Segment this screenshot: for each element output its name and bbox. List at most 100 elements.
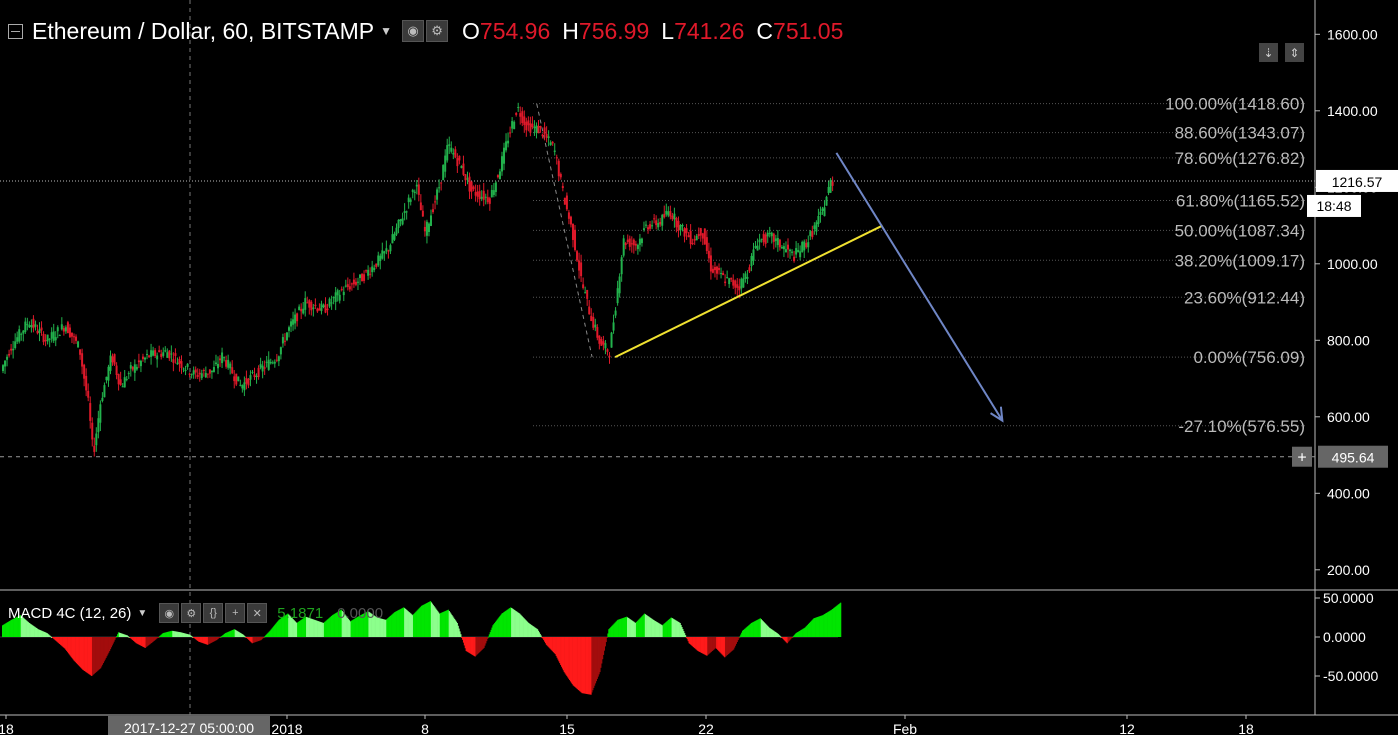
candle-body xyxy=(302,308,305,314)
candle-body xyxy=(275,359,278,361)
macd-histogram-bar xyxy=(717,637,719,650)
macd-histogram-bar xyxy=(270,629,272,637)
candle-body xyxy=(20,333,23,335)
candle-body xyxy=(809,231,812,237)
macd-histogram-bar xyxy=(660,624,663,637)
macd-histogram-bar xyxy=(125,634,127,637)
macd-histogram-bar xyxy=(389,615,392,637)
macd-histogram-bar xyxy=(537,630,540,637)
macd-histogram-bar xyxy=(171,630,173,637)
macd-histogram-bar xyxy=(625,617,627,637)
macd-histogram-bar xyxy=(5,623,7,637)
macd-histogram-bar xyxy=(245,637,247,638)
macd-histogram-bar xyxy=(728,637,730,654)
macd-dropdown-icon[interactable]: ▼ xyxy=(137,607,148,619)
price-tick-label: 800.00 xyxy=(1327,332,1370,348)
macd-histogram-bar xyxy=(123,634,125,637)
candle-body xyxy=(233,376,236,382)
macd-histogram-bar xyxy=(149,637,151,645)
macd-histogram-bar xyxy=(675,620,677,637)
macd-histogram-bar xyxy=(334,613,336,637)
macd-histogram-bar xyxy=(713,637,715,650)
macd-histogram-bar xyxy=(440,612,442,637)
candle-body xyxy=(342,291,345,296)
time-tick-label: 8 xyxy=(421,721,429,735)
macd-histogram-bar xyxy=(709,637,711,654)
crosshair-plus-bg xyxy=(1292,446,1312,467)
macd-histogram-bar xyxy=(810,621,812,637)
macd-histogram-bar xyxy=(692,637,695,648)
macd-histogram-bar xyxy=(285,614,287,637)
candle-body xyxy=(647,227,650,230)
macd-title[interactable]: MACD 4C (12, 26) xyxy=(8,604,132,622)
candle-body xyxy=(653,218,656,220)
candle-body xyxy=(823,207,826,217)
scale-toggle-icon[interactable]: ⇕ xyxy=(1285,43,1304,62)
macd-histogram-bar xyxy=(667,620,669,637)
candle-body xyxy=(261,365,264,372)
macd-histogram-bar xyxy=(95,637,97,673)
candle-body xyxy=(298,306,301,311)
crosshair-plus-icon: + xyxy=(1297,450,1306,467)
low-value: 741.26 xyxy=(674,17,745,44)
macd-histogram-bar xyxy=(626,617,629,637)
macd-histogram-bar xyxy=(691,637,693,646)
candle-body xyxy=(107,366,110,381)
macd-histogram-bar xyxy=(649,617,651,637)
macd-histogram-bar xyxy=(207,637,209,645)
gear-icon[interactable]: ⚙ xyxy=(426,20,449,42)
macd-histogram-bar xyxy=(436,609,438,637)
macd-histogram-bar xyxy=(807,624,809,637)
eye-icon[interactable]: ◉ xyxy=(402,20,425,42)
collapse-icon[interactable] xyxy=(8,23,23,39)
symbol-dropdown-icon[interactable]: ▼ xyxy=(380,24,393,38)
candle-body xyxy=(38,329,41,333)
scroll-down-icon[interactable]: ⇣ xyxy=(1259,43,1278,62)
gear-icon[interactable]: ⚙ xyxy=(181,603,202,623)
candle-body xyxy=(555,157,558,159)
macd-histogram-bar xyxy=(256,637,259,642)
candle-body xyxy=(279,347,282,355)
macd-histogram-bar xyxy=(121,633,123,637)
macd-histogram-bar xyxy=(631,620,633,637)
macd-histogram-bar xyxy=(292,619,294,637)
macd-histogram-bar xyxy=(487,636,490,638)
macd-histogram-bar xyxy=(265,635,267,637)
macd-histogram-bar xyxy=(430,602,433,637)
macd-histogram-bar xyxy=(75,637,77,663)
candle-body xyxy=(657,222,660,228)
macd-histogram-bar xyxy=(253,637,255,643)
plus-icon[interactable]: + xyxy=(225,603,246,623)
macd-histogram-bar xyxy=(441,612,443,637)
candle-body xyxy=(115,365,118,375)
macd-histogram-bar xyxy=(66,637,68,652)
candle-body xyxy=(793,256,796,262)
macd-histogram-bar xyxy=(815,617,817,637)
macd-histogram-bar xyxy=(536,628,538,637)
macd-histogram-bar xyxy=(439,613,441,637)
close-icon[interactable]: ✕ xyxy=(247,603,268,623)
macd-histogram-bar xyxy=(836,605,838,637)
candle-body xyxy=(267,359,270,370)
eye-icon[interactable]: ◉ xyxy=(159,603,180,623)
macd-histogram-bar xyxy=(837,604,839,637)
candle-body xyxy=(375,263,378,267)
candle-body xyxy=(245,377,248,384)
macd-histogram-bar xyxy=(683,631,685,637)
symbol-title[interactable]: Ethereum / Dollar, 60, BITSTAMP xyxy=(32,17,375,44)
macd-histogram-bar xyxy=(614,622,616,637)
candle-body xyxy=(432,209,435,213)
macd-histogram-bar xyxy=(109,637,112,650)
macd-histogram-bar xyxy=(116,636,118,638)
candle-body xyxy=(397,219,400,228)
macd-histogram-bar xyxy=(752,622,754,637)
macd-histogram-bar xyxy=(185,633,187,637)
source-code-icon[interactable]: {} xyxy=(203,603,224,623)
candle-body xyxy=(703,228,706,245)
candle-body xyxy=(354,281,357,285)
candle-body xyxy=(139,360,142,367)
macd-histogram-bar xyxy=(795,633,797,637)
macd-histogram-bar xyxy=(622,617,624,637)
macd-histogram-bar xyxy=(818,616,820,637)
